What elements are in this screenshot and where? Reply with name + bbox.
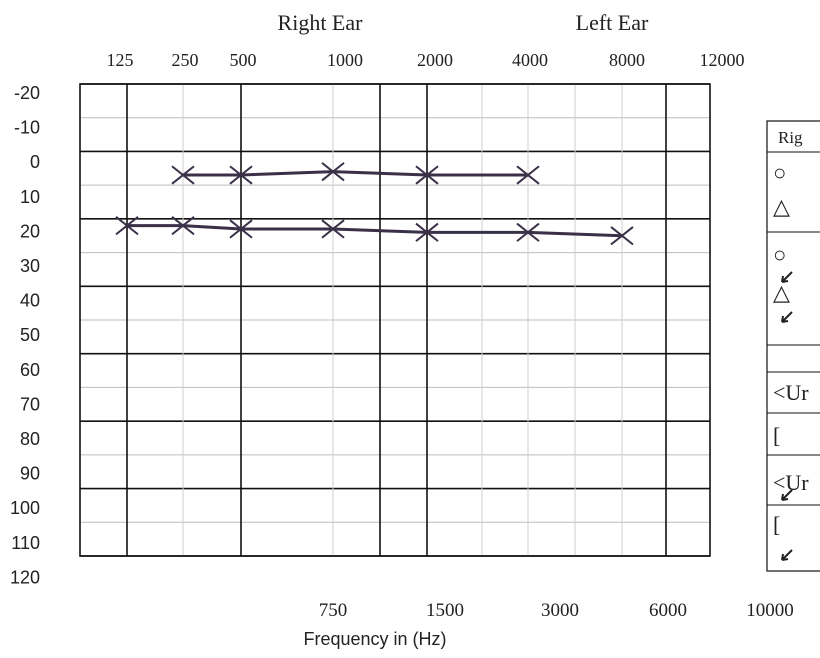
y-tick-label: 100 [10,498,40,518]
x-marker [115,216,139,236]
legend-header: Rig [778,128,803,147]
x-marker [610,226,634,246]
legend-glyph: [ [773,512,780,537]
legend-glyph: [ [773,423,780,448]
y-tick-label: 20 [20,221,40,241]
y-axis-labels: -20 -10 0 10 20 30 40 50 60 70 80 90 100 110 120 [10,83,40,587]
x-marker [321,162,345,182]
series-layer [115,162,634,246]
y-tick-label: 40 [20,291,40,311]
y-tick-label: 10 [20,187,40,207]
bottom-frequency-label: 3000 [541,600,579,621]
x-marker [415,165,439,185]
right-ear-header: Right Ear [278,10,364,35]
legend-panel: Rig○△○△<Ur[<Ur[ [766,120,820,572]
top-frequency-label: 250 [172,50,199,70]
y-tick-label: 60 [20,360,40,380]
top-frequency-label: 4000 [512,50,548,70]
bottom-frequency-label: 6000 [649,600,687,621]
legend-arrow-icon [781,271,793,283]
x-axis-title: Frequency in (Hz) [303,629,446,649]
bottom-frequency-label: 750 [319,600,348,621]
y-tick-label: 30 [20,256,40,276]
y-tick-label: 0 [30,152,40,172]
x-marker [171,216,195,236]
top-frequency-label: 8000 [609,50,645,70]
legend-arrow-icon [781,489,793,501]
top-frequency-label: 500 [230,50,257,70]
legend-arrow-icon [781,549,793,561]
series-line [183,170,528,177]
x-marker [516,222,540,242]
y-tick-label: 90 [20,464,40,484]
y-tick-label: 70 [20,394,40,414]
top-frequency-label: 2000 [417,50,453,70]
y-tick-label: -20 [14,83,40,103]
legend-glyph: △ [773,194,790,219]
left-ear-header: Left Ear [576,10,649,35]
x-marker [415,222,439,242]
bottom-frequency-label: 10000 [746,600,794,621]
legend-arrow-icon [781,311,793,323]
y-tick-label: -10 [14,118,40,138]
legend-frame [766,120,820,572]
top-frequency-label: 12000 [700,50,745,70]
top-frequency-label: 1000 [327,50,363,70]
y-tick-label: 120 [10,567,40,587]
legend-glyph: <Ur [773,380,809,405]
y-tick-label: 50 [20,325,40,345]
x-marker [321,219,345,239]
plot-frame [79,83,711,557]
legend-glyph: ○ [773,160,786,185]
chart-grid [79,83,711,557]
x-marker [516,165,540,185]
legend-glyph: △ [773,280,790,305]
y-tick-label: 110 [11,533,40,553]
bottom-frequency-labels: 750 1500 3000 6000 10000 [319,600,794,621]
bottom-frequency-label: 1500 [426,600,464,621]
top-frequency-label: 125 [107,50,134,70]
x-marker [229,219,253,239]
x-marker [171,165,195,185]
y-tick-label: 80 [20,429,40,449]
legend-glyph: ○ [773,242,786,267]
top-frequency-labels: 125 250 500 1000 2000 4000 8000 12000 [107,50,745,70]
x-marker [229,165,253,185]
series-line [127,224,623,238]
